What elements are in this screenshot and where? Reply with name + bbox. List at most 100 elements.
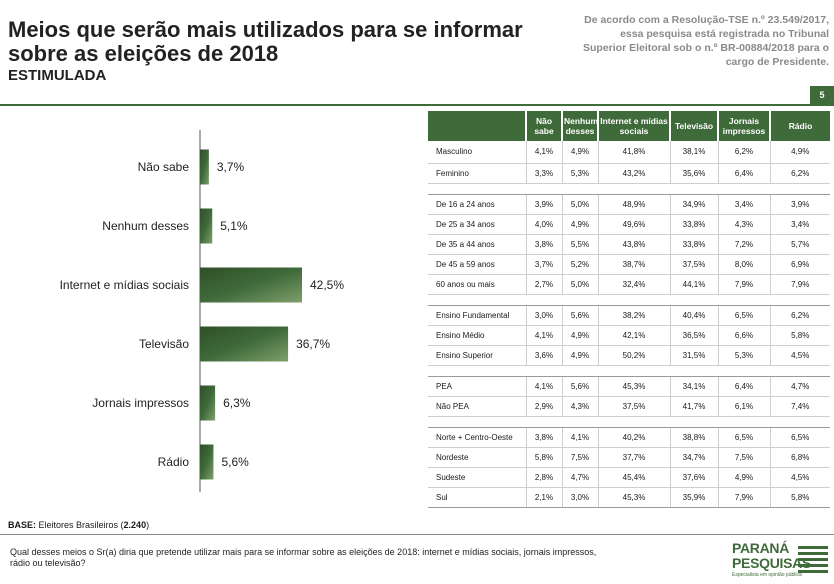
table-row-label: De 45 a 59 anos [428,254,527,275]
bar [200,208,213,244]
table-cell: 45,3% [598,376,671,397]
bar-value-label: 42,5% [310,278,344,292]
table-cell: 7,2% [718,234,771,255]
table-cell: 4,5% [770,345,830,366]
bar-value-label: 36,7% [296,337,330,351]
table-cell: 43,2% [598,163,671,184]
table-cell: 44,1% [670,274,719,295]
footer-divider [0,534,834,535]
table-cell: 6,5% [770,427,830,448]
bar [200,385,216,421]
table-cell: 38,8% [670,427,719,448]
crosstab-table: Não sabe Nenhum desses Internet e mídias s… [428,111,830,508]
base-note: BASE: Eleitores Brasileiros (2.240) [8,520,149,530]
table-cell: 4,9% [718,467,771,488]
table-cell: 3,4% [770,214,830,235]
table-cell: 7,4% [770,396,830,417]
table-cell: 34,7% [670,447,719,468]
table-cell: 4,3% [562,396,599,417]
table-cell: 43,8% [598,234,671,255]
table-cell: 5,8% [770,487,830,508]
table-cell: 35,9% [670,487,719,508]
table-row-label: Masculino [428,141,527,164]
table-row: De 16 a 24 anos 3,9% 5,0% 48,9% 34,9% 3,4% 3,9… [428,194,830,215]
table-row: Ensino Fundamental 3,0% 5,6% 38,2% 40,4% 6,5%… [428,305,830,326]
table-cell: 3,4% [718,194,771,215]
legal-note: De acordo com a Resolução-TSE n.º 23.549… [582,14,829,68]
bar-value-label: 5,6% [221,455,249,469]
table-row-label: Sudeste [428,467,527,488]
table-cell: 5,8% [526,447,563,468]
table-row: 60 anos ou mais 2,7% 5,0% 32,4% 44,1% 7,9% 7,9… [428,274,830,295]
table-cell: 6,8% [770,447,830,468]
table-row-label: De 25 a 34 anos [428,214,527,235]
table-row-label: Ensino Superior [428,345,527,366]
table-cell: 4,9% [770,141,830,164]
bar-category-label: Nenhum desses [102,219,189,233]
logo-stripes-icon [798,546,828,573]
table-row: Não PEA 2,9% 4,3% 37,5% 41,7% 6,1% 7,4% [428,396,830,417]
table-cell: 3,8% [526,234,563,255]
table-row: PEA 4,1% 5,6% 45,3% 34,1% 6,4% 4,7% [428,376,830,397]
table-row: Masculino 4,1% 4,9% 41,8% 38,1% 6,2% 4,9% [428,141,830,164]
table-cell: 6,4% [718,376,771,397]
base-close: ) [146,520,150,530]
table-cell: 33,8% [670,234,719,255]
table-cell: 7,9% [718,274,771,295]
table-cell: 6,2% [770,163,830,184]
table-header-corner [428,111,527,141]
table-cell: 37,5% [670,254,719,275]
parana-pesquisas-logo: PARANÁ PESQUISAS Especialista em opinião … [732,540,832,582]
table-cell: 5,3% [562,163,599,184]
table-cell: 3,9% [770,194,830,215]
bar-category-label: Rádio [158,455,190,469]
bar [200,444,214,480]
table-row: Norte + Centro-Oeste 3,8% 4,1% 40,2% 38,8% 6,… [428,427,830,448]
page-subtitle: ESTIMULADA [8,67,107,84]
table-cell: 5,7% [770,234,830,255]
table-row: Ensino Médio 4,1% 4,9% 42,1% 36,5% 6,6% 5,8% [428,325,830,346]
table-cell: 4,9% [562,141,599,164]
group-spacer [428,365,830,377]
base-text: Eleitores Brasileiros ( [36,520,124,530]
table-cell: 4,1% [562,427,599,448]
table-cell: 7,9% [718,487,771,508]
table-cell: 31,5% [670,345,719,366]
table-cell: 6,2% [770,305,830,326]
table-row: Ensino Superior 3,6% 4,9% 50,2% 31,5% 5,3% 4,5… [428,345,830,366]
table-column-header: Nenhum desses [562,111,599,141]
table-cell: 38,2% [598,305,671,326]
table-cell: 7,5% [718,447,771,468]
table-cell: 41,7% [670,396,719,417]
table-row: Sudeste 2,8% 4,7% 45,4% 37,6% 4,9% 4,5% [428,467,830,488]
table-cell: 7,9% [770,274,830,295]
table-cell: 5,5% [562,234,599,255]
table-cell: 4,9% [562,214,599,235]
table-cell: 4,1% [526,141,563,164]
table-cell: 45,4% [598,467,671,488]
table-cell: 3,9% [526,194,563,215]
bar [200,326,289,362]
table-row: De 25 a 34 anos 4,0% 4,9% 49,6% 33,8% 4,3% 3,4… [428,214,830,235]
table-cell: 49,6% [598,214,671,235]
table-cell: 38,7% [598,254,671,275]
table-cell: 6,6% [718,325,771,346]
table-cell: 5,0% [562,274,599,295]
table-cell: 37,7% [598,447,671,468]
table-cell: 6,5% [718,305,771,326]
bar-value-label: 6,3% [223,396,251,410]
table-cell: 35,6% [670,163,719,184]
table-cell: 34,1% [670,376,719,397]
table-cell: 2,1% [526,487,563,508]
table-cell: 34,9% [670,194,719,215]
table-cell: 4,9% [562,325,599,346]
table-cell: 4,0% [526,214,563,235]
table-cell: 6,1% [718,396,771,417]
table-row-label: Feminino [428,163,527,184]
bar-category-label: Televisão [139,337,189,351]
table-cell: 2,7% [526,274,563,295]
table-row-label: Norte + Centro-Oeste [428,427,527,448]
table-cell: 2,9% [526,396,563,417]
table-cell: 45,3% [598,487,671,508]
table-cell: 33,8% [670,214,719,235]
